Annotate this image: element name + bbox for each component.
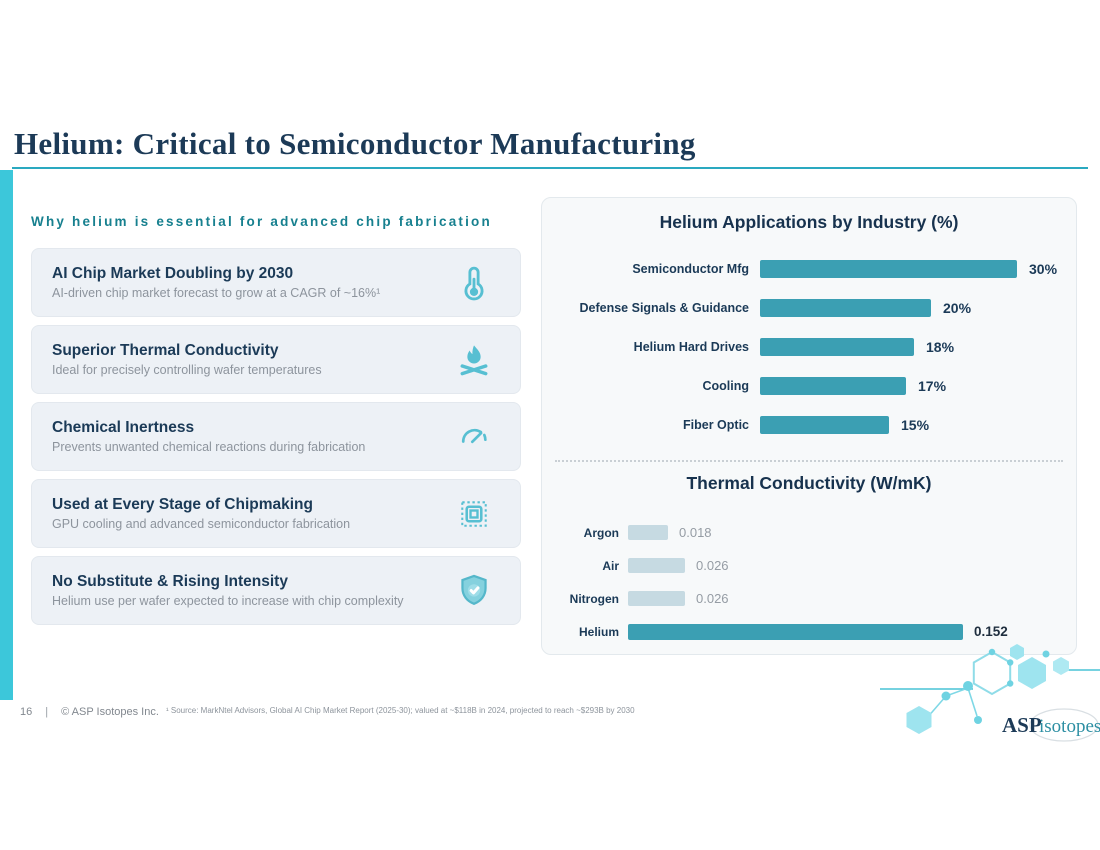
bar bbox=[760, 337, 914, 356]
features-column: Why helium is essential for advanced chi… bbox=[31, 214, 521, 633]
bar-category-label: Nitrogen bbox=[569, 591, 619, 606]
card-description: Ideal for precisely controlling wafer te… bbox=[52, 363, 322, 377]
card-description: GPU cooling and advanced semiconductor f… bbox=[52, 517, 351, 531]
bar-category-label: Air bbox=[602, 558, 619, 573]
hexagon-outline bbox=[972, 650, 1012, 696]
feature-card-ai-chip-market: AI Chip Market Doubling by 2030 AI-drive… bbox=[31, 248, 521, 317]
shield-check-icon bbox=[452, 571, 496, 611]
hexagon-large-filled bbox=[1018, 657, 1046, 689]
card-title: No Substitute & Rising Intensity bbox=[52, 573, 288, 590]
bar bbox=[628, 623, 963, 640]
thermometer-icon bbox=[452, 263, 496, 303]
bar-category-label: Helium Hard Drives bbox=[633, 339, 749, 354]
chart-row: Argon 0.018 bbox=[542, 516, 1076, 549]
footer: 16 | © ASP Isotopes Inc. bbox=[20, 706, 159, 718]
card-text: Chemical Inertness Prevents unwanted che… bbox=[52, 419, 452, 454]
bar-value-label: 0.026 bbox=[696, 591, 729, 606]
bar-category-label: Semiconductor Mfg bbox=[632, 261, 749, 276]
feature-card-chemical-inertness: Chemical Inertness Prevents unwanted che… bbox=[31, 402, 521, 471]
feature-card-no-substitute: No Substitute & Rising Intensity Helium … bbox=[31, 556, 521, 625]
feature-card-thermal-conductivity: Superior Thermal Conductivity Ideal for … bbox=[31, 325, 521, 394]
bar-category-label: Fiber Optic bbox=[683, 417, 749, 432]
bar bbox=[760, 376, 906, 395]
chip-icon bbox=[452, 495, 496, 533]
bar bbox=[760, 415, 889, 434]
hexagon-small-filled bbox=[906, 706, 932, 734]
charts-panel: Helium Applications by Industry (%) Semi… bbox=[541, 197, 1077, 655]
bar-category-label: Helium bbox=[578, 624, 619, 639]
chart-row: Nitrogen 0.026 bbox=[542, 582, 1076, 615]
card-title: Superior Thermal Conductivity bbox=[52, 342, 279, 359]
chart-row: Fiber Optic 15% bbox=[542, 405, 1076, 444]
card-description: Prevents unwanted chemical reactions dur… bbox=[52, 440, 366, 454]
chart-row: Semiconductor Mfg 30% bbox=[542, 249, 1076, 288]
bar-value-label: 15% bbox=[901, 416, 930, 433]
bar-category-label: Argon bbox=[583, 525, 619, 540]
card-description: AI-driven chip market forecast to grow a… bbox=[52, 286, 381, 300]
conductivity-chart: Argon 0.018 Air 0.026 Nitrogen 0.026 Helium 0.1… bbox=[542, 516, 1076, 648]
bar-value-label: 30% bbox=[1029, 260, 1058, 277]
bar-value-label: 20% bbox=[943, 299, 972, 316]
industry-chart: Semiconductor Mfg 30% Defense Signals & Gu… bbox=[542, 249, 1076, 444]
asp-isotopes-logo: ASP isotopes bbox=[880, 636, 1100, 756]
chart-row: Helium Hard Drives 18% bbox=[542, 327, 1076, 366]
page-number: 16 bbox=[20, 706, 33, 718]
bar bbox=[760, 259, 1017, 278]
bar-value-label: 0.026 bbox=[696, 558, 729, 573]
bar-category-label: Defense Signals & Guidance bbox=[579, 300, 750, 315]
bar bbox=[628, 525, 668, 540]
logo-text-asp: ASP bbox=[1002, 713, 1042, 737]
card-text: No Substitute & Rising Intensity Helium … bbox=[52, 573, 452, 608]
card-title: Used at Every Stage of Chipmaking bbox=[52, 496, 313, 513]
feature-card-every-stage: Used at Every Stage of Chipmaking GPU co… bbox=[31, 479, 521, 548]
bar bbox=[628, 558, 685, 573]
bar-value-label: 0.018 bbox=[679, 525, 712, 540]
card-text: AI Chip Market Doubling by 2030 AI-drive… bbox=[52, 265, 452, 300]
campfire-icon bbox=[452, 341, 496, 379]
card-title: AI Chip Market Doubling by 2030 bbox=[52, 265, 294, 282]
page-title: Helium: Critical to Semiconductor Manufa… bbox=[14, 126, 696, 161]
chart-row: Helium 0.152 bbox=[542, 615, 1076, 648]
section-heading: Why helium is essential for advanced chi… bbox=[31, 214, 492, 229]
left-accent-bar bbox=[0, 170, 13, 700]
logo-text-isotopes: isotopes bbox=[1039, 716, 1100, 737]
copyright: © ASP Isotopes Inc. bbox=[61, 706, 159, 718]
gauge-icon bbox=[452, 420, 496, 454]
source-footnote: ¹ Source: MarkNtel Advisors, Global AI C… bbox=[166, 706, 635, 715]
card-title: Chemical Inertness bbox=[52, 419, 195, 436]
chart-divider bbox=[555, 460, 1063, 462]
bar bbox=[760, 298, 931, 317]
chart-row: Defense Signals & Guidance 20% bbox=[542, 288, 1076, 327]
title-underline bbox=[12, 167, 1088, 169]
card-description: Helium use per wafer expected to increas… bbox=[52, 594, 404, 608]
card-text: Superior Thermal Conductivity Ideal for … bbox=[52, 342, 452, 377]
chart1-title: Helium Applications by Industry (%) bbox=[659, 212, 959, 232]
chart-row: Air 0.026 bbox=[542, 549, 1076, 582]
bar-value-label: 0.152 bbox=[974, 624, 1008, 639]
footer-divider: | bbox=[45, 706, 49, 718]
bar bbox=[628, 591, 685, 606]
bar-value-label: 18% bbox=[926, 338, 955, 355]
chart2-title: Thermal Conductivity (W/mK) bbox=[686, 473, 932, 493]
bar-category-label: Cooling bbox=[702, 378, 749, 393]
bar-value-label: 17% bbox=[918, 377, 947, 394]
chart-row: Cooling 17% bbox=[542, 366, 1076, 405]
card-text: Used at Every Stage of Chipmaking GPU co… bbox=[52, 496, 452, 531]
